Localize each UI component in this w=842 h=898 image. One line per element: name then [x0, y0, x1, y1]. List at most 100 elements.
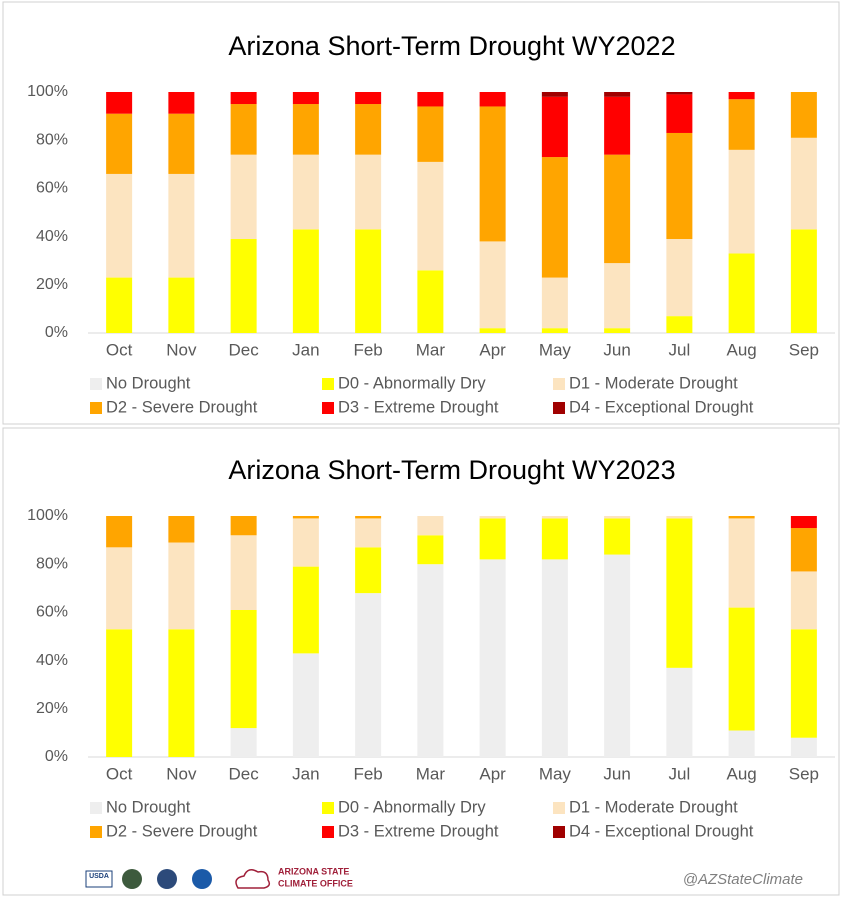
bar-segment — [355, 593, 382, 757]
bar-segment — [106, 547, 133, 630]
bar-segment — [230, 239, 257, 333]
legend-swatch — [90, 826, 102, 838]
bar-segment — [230, 516, 257, 536]
usda-text: USDA — [89, 873, 109, 880]
x-tick-label: Dec — [229, 340, 260, 359]
x-tick-label: Jul — [669, 340, 691, 359]
bar-segment — [479, 328, 506, 333]
legend-label: D4 - Exceptional Drought — [569, 822, 754, 840]
bar-segment — [106, 629, 133, 757]
bar-segment — [728, 518, 755, 608]
bar-segment — [417, 516, 444, 536]
legend-label: D1 - Moderate Drought — [569, 374, 738, 392]
x-tick-label: Jan — [292, 764, 319, 783]
y-tick-label: 60% — [36, 604, 68, 621]
bar-segment — [292, 104, 319, 155]
y-tick-label: 100% — [27, 83, 68, 100]
x-tick-label: Apr — [479, 764, 506, 783]
y-tick-label: 40% — [36, 228, 68, 245]
bar-segment — [790, 571, 817, 630]
footer: USDA ARIZONA STATE CLIMATE OFFICE @AZSta… — [85, 866, 803, 889]
bar-segment — [355, 516, 382, 519]
x-tick-label: Jan — [292, 340, 319, 359]
bar-segment — [728, 99, 755, 150]
bar-segment — [541, 518, 568, 560]
bar-segment — [666, 94, 693, 133]
bar-segment — [728, 730, 755, 757]
bar-segment — [790, 516, 817, 529]
x-tick-label: Nov — [166, 340, 197, 359]
office-text: CLIMATE OFFICE — [278, 878, 353, 888]
legend-label: D0 - Abnormally Dry — [338, 374, 486, 392]
bar-segment — [666, 239, 693, 317]
x-tick-label: Sep — [789, 764, 819, 783]
bar-segment — [666, 516, 693, 519]
bar-segment — [541, 92, 568, 97]
bar-segment — [230, 92, 257, 105]
y-tick-label: 80% — [36, 131, 68, 148]
legend-swatch — [553, 402, 565, 414]
bar-segment — [417, 106, 444, 162]
x-tick-label: Sep — [789, 340, 819, 359]
legend-label: D3 - Extreme Drought — [338, 398, 499, 416]
bar-segment — [230, 728, 257, 757]
logo — [192, 869, 212, 889]
legend-label: D2 - Severe Drought — [106, 822, 258, 840]
bar-segment — [168, 629, 195, 757]
bar-segment — [479, 516, 506, 519]
legend-label: No Drought — [106, 374, 191, 392]
x-tick-label: May — [539, 340, 572, 359]
legend-swatch — [322, 402, 334, 414]
bar-segment — [666, 316, 693, 333]
bar-segment — [417, 535, 444, 565]
bar-segment — [541, 96, 568, 158]
bar-segment — [541, 559, 568, 757]
bar-segment — [355, 547, 382, 594]
bar-segment — [355, 92, 382, 105]
x-tick-label: Mar — [416, 340, 446, 359]
x-tick-label: Aug — [727, 764, 757, 783]
bar-segment — [417, 270, 444, 333]
bar-segment — [417, 161, 444, 271]
chart-title: Arizona Short-Term Drought WY2023 — [228, 455, 675, 485]
bar-segment — [541, 328, 568, 333]
bar-segment — [106, 277, 133, 333]
legend-label: D3 - Extreme Drought — [338, 822, 499, 840]
bar-segment — [230, 104, 257, 155]
x-tick-label: Dec — [229, 764, 260, 783]
bar-segment — [292, 516, 319, 519]
bar-segment — [355, 104, 382, 155]
bar-segment — [292, 229, 319, 333]
y-tick-label: 80% — [36, 555, 68, 572]
bar-segment — [728, 516, 755, 519]
bar-segment — [790, 629, 817, 738]
x-tick-label: Mar — [416, 764, 446, 783]
legend-label: D2 - Severe Drought — [106, 398, 258, 416]
legend-label: D0 - Abnormally Dry — [338, 798, 486, 816]
bar-segment — [728, 607, 755, 731]
x-tick-label: Nov — [166, 764, 197, 783]
x-tick-label: Aug — [727, 340, 757, 359]
bar-segment — [604, 518, 631, 555]
bar-segment — [292, 518, 319, 567]
bar-segment — [106, 173, 133, 278]
bar-segment — [292, 653, 319, 757]
y-tick-label: 0% — [45, 748, 68, 765]
bar-segment — [230, 535, 257, 610]
bar-segment — [541, 516, 568, 519]
bar-segment — [106, 113, 133, 174]
bar-segment — [479, 92, 506, 107]
bar-segment — [604, 92, 631, 97]
bar-segment — [230, 154, 257, 240]
logo — [157, 869, 177, 889]
x-tick-label: Feb — [353, 764, 382, 783]
bar-segment — [479, 518, 506, 560]
legend-swatch — [90, 802, 102, 814]
bar-segment — [168, 173, 195, 278]
legend-swatch — [90, 378, 102, 390]
bar-segment — [790, 92, 817, 138]
bar-segment — [292, 92, 319, 105]
y-tick-label: 60% — [36, 180, 68, 197]
x-tick-label: Apr — [479, 340, 506, 359]
bar-segment — [666, 92, 693, 95]
